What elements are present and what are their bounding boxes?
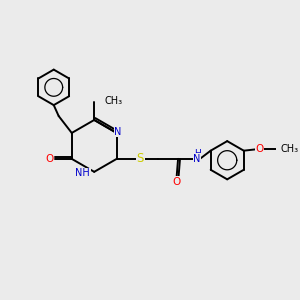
Text: N: N: [194, 154, 201, 164]
Text: O: O: [255, 144, 263, 154]
Text: O: O: [172, 177, 181, 187]
Text: NH: NH: [75, 168, 90, 178]
Text: CH₃: CH₃: [280, 144, 299, 154]
Text: CH₃: CH₃: [104, 96, 122, 106]
Text: O: O: [45, 154, 53, 164]
Text: S: S: [137, 152, 144, 165]
Text: H: H: [194, 149, 201, 158]
Text: N: N: [114, 127, 122, 136]
